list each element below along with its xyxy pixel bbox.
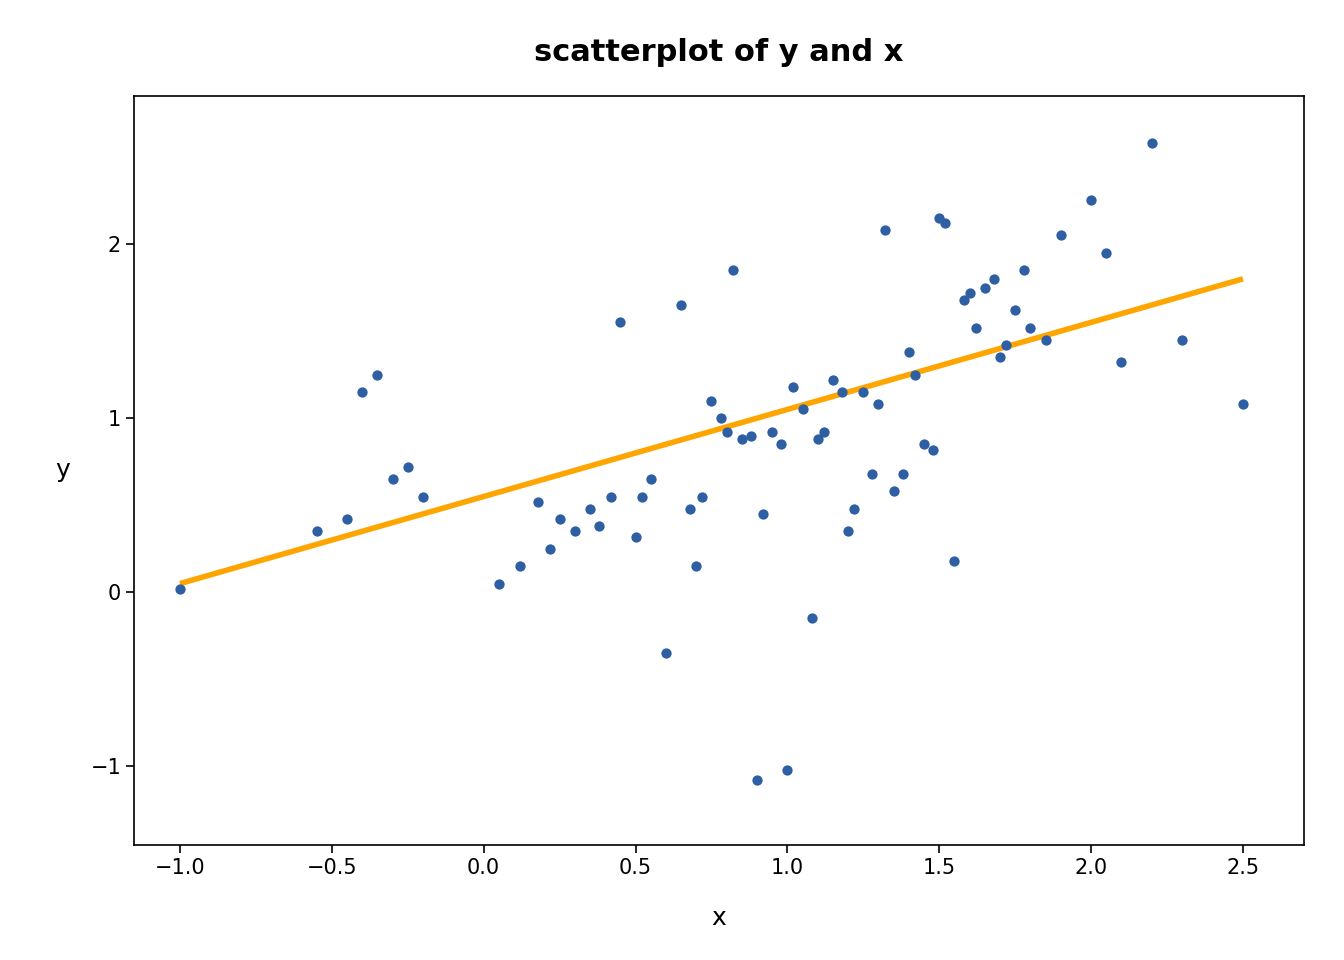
Point	[753, 506, 774, 521]
Point	[1172, 332, 1193, 348]
Point	[1050, 228, 1071, 243]
Point	[722, 262, 743, 277]
Point	[671, 298, 692, 313]
Point	[914, 437, 935, 452]
Point	[625, 529, 646, 544]
Point	[509, 559, 531, 574]
Point	[1013, 262, 1035, 277]
Point	[801, 611, 823, 626]
Point	[579, 501, 601, 516]
Point	[680, 501, 702, 516]
Point	[1110, 355, 1132, 371]
Point	[782, 379, 804, 395]
Point	[823, 372, 844, 388]
Point	[953, 292, 974, 307]
Point	[832, 384, 853, 399]
Point	[1232, 396, 1254, 412]
Point	[1004, 302, 1025, 318]
Point	[367, 367, 388, 382]
Title: scatterplot of y and x: scatterplot of y and x	[535, 38, 903, 67]
Point	[792, 402, 813, 418]
Point	[905, 367, 926, 382]
X-axis label: x: x	[712, 906, 726, 930]
Point	[934, 215, 956, 230]
Point	[685, 559, 707, 574]
Point	[874, 223, 895, 238]
Point	[862, 467, 883, 482]
Point	[548, 512, 570, 527]
Point	[564, 523, 586, 539]
Y-axis label: y: y	[55, 459, 70, 483]
Point	[892, 467, 914, 482]
Point	[396, 459, 418, 474]
Point	[336, 512, 358, 527]
Point	[813, 424, 835, 440]
Point	[852, 384, 874, 399]
Point	[731, 431, 753, 446]
Point	[989, 349, 1011, 365]
Point	[306, 523, 328, 539]
Point	[1081, 193, 1102, 208]
Point	[883, 484, 905, 499]
Point	[351, 384, 372, 399]
Point	[716, 424, 738, 440]
Point	[1141, 135, 1163, 151]
Point	[413, 489, 434, 504]
Point	[762, 424, 784, 440]
Point	[965, 320, 986, 335]
Point	[1020, 320, 1042, 335]
Point	[640, 471, 661, 487]
Point	[382, 471, 403, 487]
Point	[540, 541, 562, 557]
Point	[1095, 245, 1117, 260]
Point	[1035, 332, 1056, 348]
Point	[806, 431, 828, 446]
Point	[958, 285, 980, 300]
Point	[630, 489, 652, 504]
Point	[898, 345, 919, 360]
Point	[746, 773, 767, 788]
Point	[741, 428, 762, 444]
Point	[844, 501, 866, 516]
Point	[610, 315, 632, 330]
Point	[655, 645, 676, 660]
Point	[868, 396, 890, 412]
Point	[929, 210, 950, 226]
Point	[589, 518, 610, 534]
Point	[922, 442, 943, 457]
Point	[169, 581, 191, 596]
Point	[770, 437, 792, 452]
Point	[996, 337, 1017, 352]
Point	[528, 494, 550, 510]
Point	[700, 393, 722, 408]
Point	[837, 523, 859, 539]
Point	[601, 489, 622, 504]
Point	[974, 280, 996, 296]
Point	[692, 489, 714, 504]
Point	[984, 271, 1005, 286]
Point	[710, 411, 731, 426]
Point	[943, 553, 965, 568]
Point	[488, 576, 509, 591]
Point	[777, 762, 798, 778]
